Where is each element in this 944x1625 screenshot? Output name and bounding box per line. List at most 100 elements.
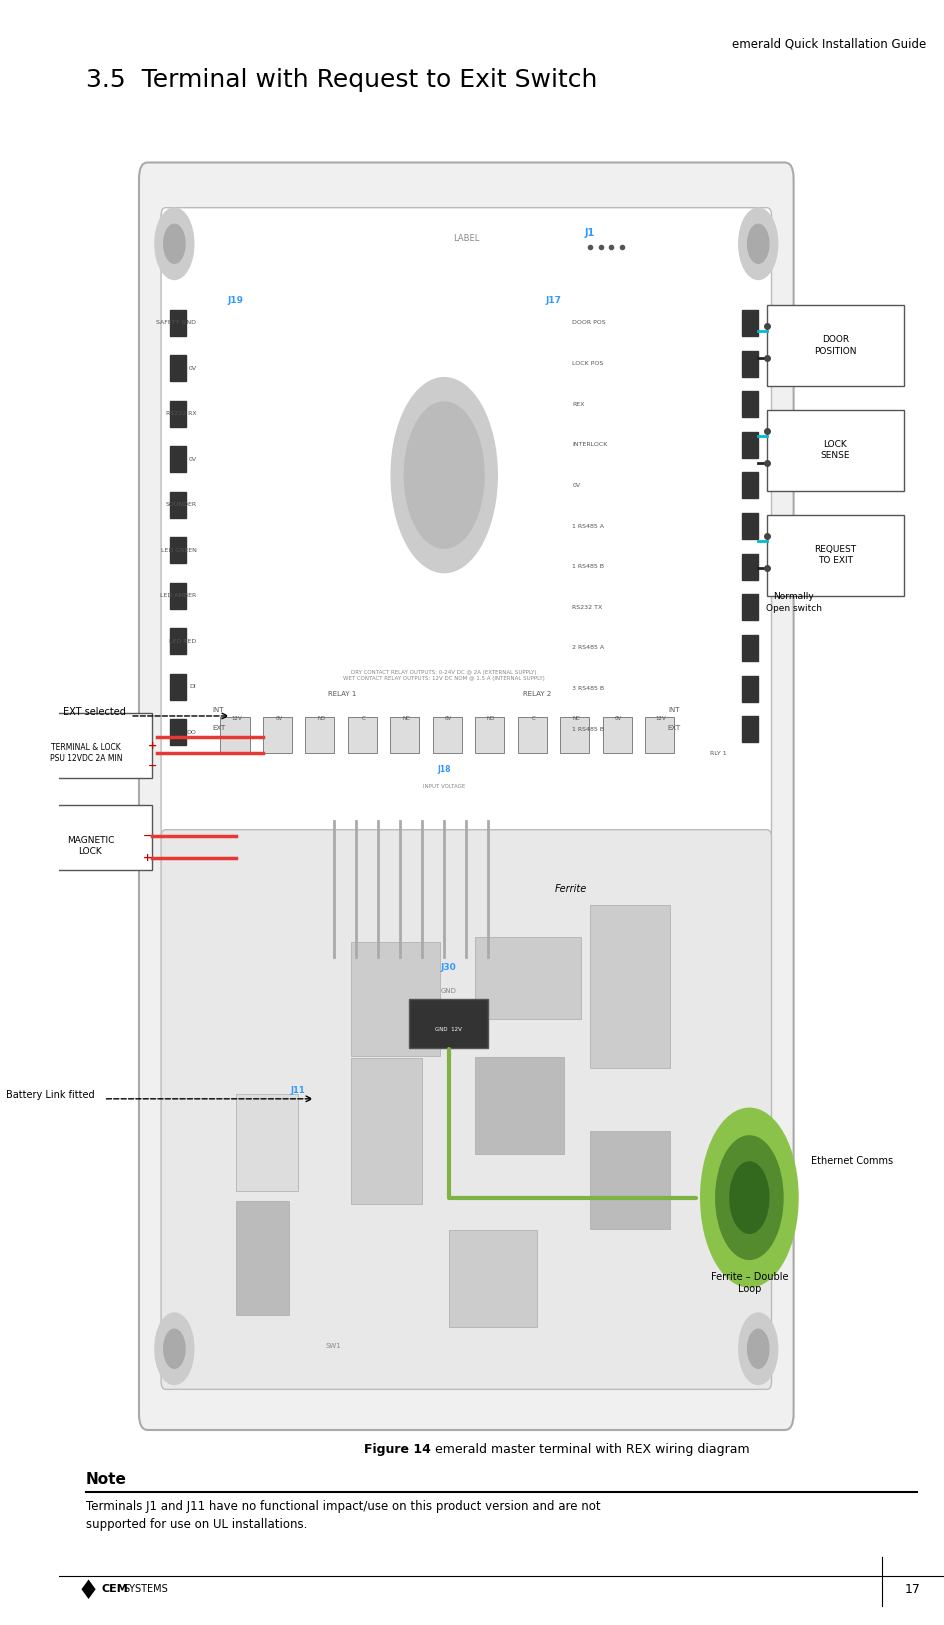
- Text: REX: REX: [572, 401, 585, 406]
- Text: LABEL: LABEL: [453, 234, 480, 244]
- Text: SYSTEMS: SYSTEMS: [123, 1584, 168, 1594]
- Bar: [170, 674, 186, 700]
- Bar: [170, 583, 186, 609]
- Text: 12V: 12V: [655, 717, 666, 722]
- Text: SW1: SW1: [326, 1342, 342, 1349]
- Bar: [742, 392, 758, 418]
- FancyBboxPatch shape: [24, 713, 152, 778]
- Bar: [742, 595, 758, 621]
- Text: CEM: CEM: [102, 1584, 128, 1594]
- Text: emerald Quick Installation Guide: emerald Quick Installation Guide: [732, 37, 926, 50]
- Bar: [742, 310, 758, 336]
- Text: +: +: [147, 741, 157, 751]
- Text: REQUEST
TO EXIT: REQUEST TO EXIT: [814, 546, 856, 565]
- Text: INPUT VOLTAGE: INPUT VOLTAGE: [423, 783, 465, 788]
- Circle shape: [700, 1108, 798, 1287]
- Text: EXT selected: EXT selected: [63, 707, 126, 717]
- Bar: [236, 1201, 290, 1315]
- Text: RLY 1: RLY 1: [710, 751, 726, 756]
- Text: 0V: 0V: [275, 717, 282, 722]
- FancyBboxPatch shape: [139, 162, 794, 1430]
- Text: DI: DI: [190, 684, 196, 689]
- Bar: [351, 942, 440, 1056]
- FancyBboxPatch shape: [409, 999, 488, 1048]
- Text: Ferrite – Double
Loop: Ferrite – Double Loop: [711, 1272, 788, 1294]
- FancyBboxPatch shape: [161, 830, 771, 1389]
- Text: 3.5  Terminal with Request to Exit Switch: 3.5 Terminal with Request to Exit Switch: [86, 68, 598, 93]
- Text: SAFETY GND: SAFETY GND: [157, 320, 196, 325]
- Bar: [590, 905, 669, 1068]
- Bar: [742, 473, 758, 499]
- Bar: [560, 717, 589, 752]
- FancyBboxPatch shape: [161, 208, 771, 842]
- Text: 0V: 0V: [189, 366, 196, 370]
- Bar: [475, 717, 504, 752]
- Text: 17: 17: [905, 1583, 921, 1596]
- Bar: [645, 717, 674, 752]
- Text: INT: INT: [668, 707, 680, 713]
- Polygon shape: [81, 1580, 95, 1599]
- Text: DRY CONTACT RELAY OUTPUTS: 0-24V DC @ 2A (EXTERNAL SUPPLY): DRY CONTACT RELAY OUTPUTS: 0-24V DC @ 2A…: [351, 670, 537, 676]
- Bar: [475, 938, 582, 1019]
- Text: 12V: 12V: [231, 717, 242, 722]
- Text: J19: J19: [228, 296, 244, 306]
- Bar: [448, 1230, 537, 1328]
- Bar: [262, 717, 292, 752]
- Text: TERMINAL & LOCK
PSU 12VDC 2A MIN: TERMINAL & LOCK PSU 12VDC 2A MIN: [50, 743, 122, 764]
- Text: RELAY 1: RELAY 1: [329, 691, 357, 697]
- Text: 0V: 0V: [445, 717, 452, 722]
- Bar: [305, 717, 334, 752]
- Text: NC: NC: [402, 717, 410, 722]
- Text: 1 RS485 B: 1 RS485 B: [572, 726, 604, 731]
- Text: SOUNDER: SOUNDER: [165, 502, 196, 507]
- Text: DOOR
POSITION: DOOR POSITION: [814, 335, 856, 356]
- Text: +: +: [143, 853, 152, 863]
- Circle shape: [730, 1162, 768, 1233]
- Bar: [351, 1058, 422, 1204]
- Bar: [517, 717, 547, 752]
- Circle shape: [391, 377, 497, 572]
- Bar: [170, 310, 186, 336]
- Text: WET CONTACT RELAY OUTPUTS: 12V DC NOM @ 1.5 A (INTERNAL SUPPLY): WET CONTACT RELAY OUTPUTS: 12V DC NOM @ …: [344, 676, 545, 681]
- Text: LED AMBER: LED AMBER: [160, 593, 196, 598]
- Text: 1 RS485 A: 1 RS485 A: [572, 523, 604, 528]
- Text: DOOR POS: DOOR POS: [572, 320, 606, 325]
- Bar: [742, 635, 758, 661]
- Text: Battery Link fitted: Battery Link fitted: [6, 1090, 94, 1100]
- Text: J30: J30: [441, 964, 457, 972]
- Text: 1 RS485 B: 1 RS485 B: [572, 564, 604, 569]
- Text: NC: NC: [572, 717, 580, 722]
- Text: emerald master terminal with REX wiring diagram: emerald master terminal with REX wiring …: [430, 1443, 750, 1456]
- Text: RS232 RX: RS232 RX: [166, 411, 196, 416]
- Text: GND: GND: [441, 988, 457, 993]
- Circle shape: [404, 401, 484, 548]
- Bar: [742, 554, 758, 580]
- FancyBboxPatch shape: [767, 410, 904, 491]
- Text: EXT: EXT: [212, 725, 226, 731]
- Text: Ethernet Comms: Ethernet Comms: [811, 1155, 893, 1165]
- Text: INT: INT: [212, 707, 225, 713]
- Circle shape: [716, 1136, 783, 1259]
- Text: LOCK POS: LOCK POS: [572, 361, 604, 366]
- Text: −: −: [147, 760, 157, 770]
- Text: RS232 TX: RS232 TX: [572, 604, 602, 609]
- Text: EXT: EXT: [667, 725, 681, 731]
- Text: NO: NO: [317, 717, 326, 722]
- Bar: [390, 717, 419, 752]
- Text: 0V: 0V: [572, 483, 581, 488]
- Bar: [742, 432, 758, 458]
- Bar: [170, 538, 186, 564]
- Bar: [432, 717, 462, 752]
- Bar: [475, 1056, 564, 1154]
- Bar: [742, 676, 758, 702]
- Bar: [742, 717, 758, 743]
- Bar: [170, 447, 186, 473]
- Bar: [170, 356, 186, 382]
- Text: C: C: [531, 717, 535, 722]
- Text: NO: NO: [487, 717, 496, 722]
- Bar: [602, 717, 632, 752]
- Bar: [220, 717, 249, 752]
- Circle shape: [163, 1329, 185, 1368]
- Bar: [742, 514, 758, 540]
- Bar: [742, 351, 758, 377]
